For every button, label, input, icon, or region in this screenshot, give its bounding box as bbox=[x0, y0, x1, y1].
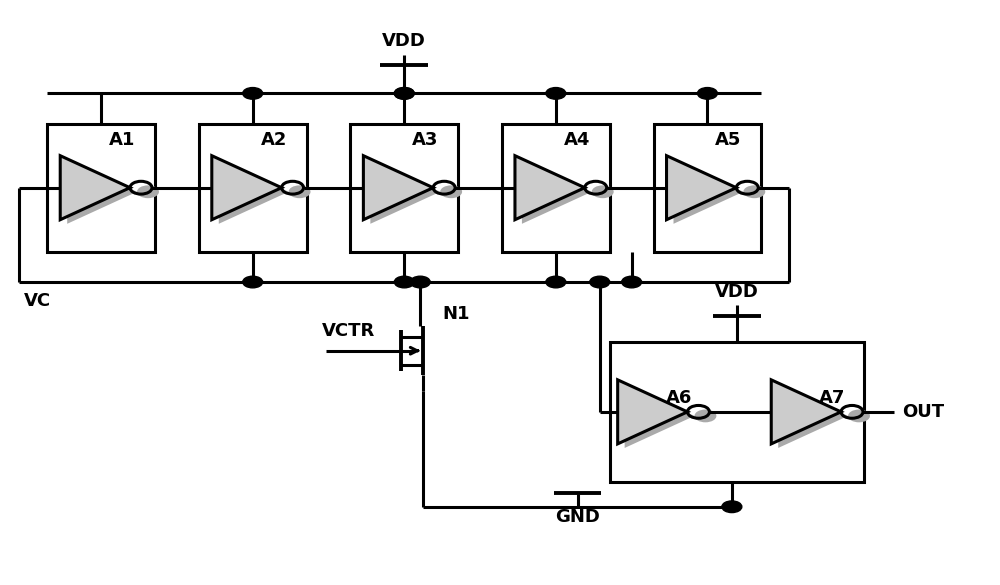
Text: A3: A3 bbox=[412, 130, 439, 149]
Polygon shape bbox=[674, 160, 743, 224]
Bar bbox=[199, 123, 307, 252]
Text: VCTR: VCTR bbox=[321, 322, 375, 340]
Polygon shape bbox=[60, 156, 130, 220]
Circle shape bbox=[243, 276, 263, 288]
Polygon shape bbox=[515, 156, 585, 220]
Circle shape bbox=[410, 276, 430, 288]
Text: VC: VC bbox=[24, 292, 51, 311]
Circle shape bbox=[546, 88, 566, 99]
Circle shape bbox=[848, 410, 870, 422]
Bar bbox=[610, 342, 864, 481]
Polygon shape bbox=[771, 380, 841, 444]
Polygon shape bbox=[363, 156, 433, 220]
Polygon shape bbox=[212, 156, 282, 220]
Polygon shape bbox=[618, 380, 687, 444]
Circle shape bbox=[394, 276, 414, 288]
Polygon shape bbox=[370, 160, 440, 224]
Text: A1: A1 bbox=[109, 130, 135, 149]
Text: A6: A6 bbox=[666, 388, 692, 407]
Circle shape bbox=[592, 185, 614, 198]
Bar bbox=[350, 123, 458, 252]
Text: N1: N1 bbox=[442, 305, 470, 323]
Circle shape bbox=[590, 276, 610, 288]
Bar bbox=[502, 123, 610, 252]
Text: GND: GND bbox=[555, 508, 600, 526]
Circle shape bbox=[694, 410, 716, 422]
Text: A5: A5 bbox=[715, 130, 742, 149]
Circle shape bbox=[394, 88, 414, 99]
Circle shape bbox=[394, 88, 414, 99]
Bar bbox=[654, 123, 761, 252]
Text: A2: A2 bbox=[261, 130, 287, 149]
Circle shape bbox=[289, 185, 311, 198]
Polygon shape bbox=[522, 160, 592, 224]
Polygon shape bbox=[778, 384, 848, 448]
Text: A7: A7 bbox=[819, 388, 845, 407]
Circle shape bbox=[546, 276, 566, 288]
Circle shape bbox=[622, 276, 642, 288]
Circle shape bbox=[743, 185, 765, 198]
Text: VDD: VDD bbox=[382, 32, 426, 50]
Circle shape bbox=[722, 501, 742, 512]
Polygon shape bbox=[625, 384, 694, 448]
Text: OUT: OUT bbox=[902, 403, 944, 421]
Polygon shape bbox=[667, 156, 736, 220]
Circle shape bbox=[137, 185, 159, 198]
Circle shape bbox=[440, 185, 462, 198]
Polygon shape bbox=[219, 160, 289, 224]
Circle shape bbox=[243, 88, 263, 99]
Bar bbox=[47, 123, 155, 252]
Polygon shape bbox=[67, 160, 137, 224]
Circle shape bbox=[697, 88, 717, 99]
Text: VDD: VDD bbox=[715, 283, 759, 301]
Text: A4: A4 bbox=[564, 130, 590, 149]
